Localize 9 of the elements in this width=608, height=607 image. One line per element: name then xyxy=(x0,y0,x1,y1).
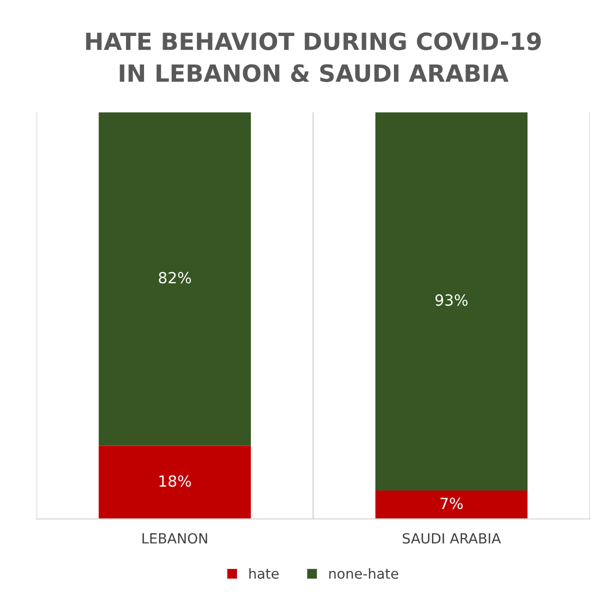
data-label: 82% xyxy=(158,272,191,284)
data-label: 18% xyxy=(160,475,191,487)
x-tick-label: LEBANON xyxy=(142,533,208,544)
data-label: 93% xyxy=(435,294,468,306)
data-label: 7% xyxy=(440,498,463,510)
legend-label: hate xyxy=(249,568,279,579)
chart-title: HATE BEHAVIOT DURING COVID-19 IN LEBANON & SAUDI ARABIA xyxy=(86,32,541,82)
x-tick-label: SAUDI ARABIA xyxy=(402,533,501,544)
legend-label: none-hate xyxy=(329,568,398,579)
